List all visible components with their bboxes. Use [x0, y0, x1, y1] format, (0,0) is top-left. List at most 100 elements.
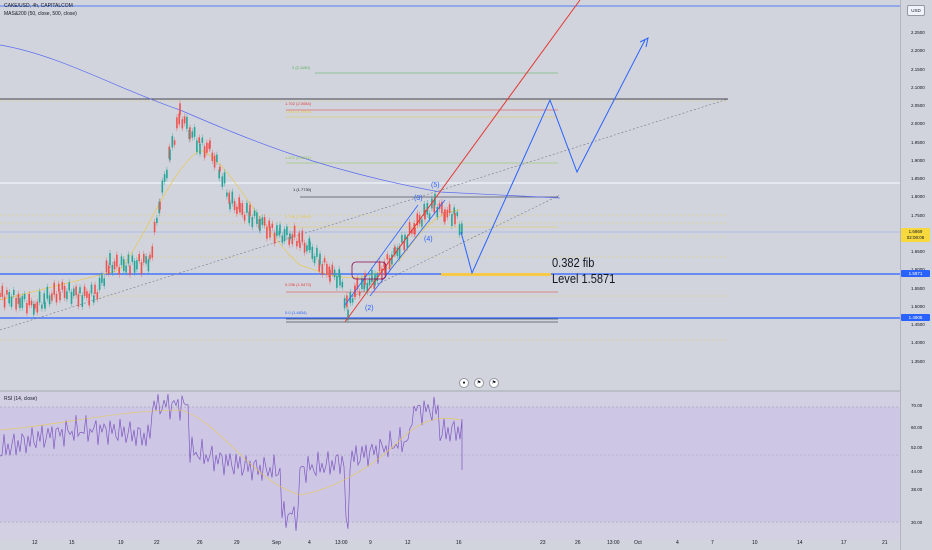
candle — [246, 202, 248, 213]
rsi-tick: 44.00 — [911, 469, 923, 474]
candle — [26, 303, 28, 314]
candle — [281, 235, 284, 243]
flag-icon[interactable]: ⚑ — [489, 378, 499, 388]
candle — [384, 265, 386, 276]
fib-dashed-levels — [0, 100, 728, 341]
candle — [283, 229, 286, 242]
candle — [368, 278, 371, 286]
rsi-tick: 60.00 — [911, 425, 923, 430]
rsi-tick: 30.00 — [911, 520, 923, 525]
wave-label-2: (2) — [365, 305, 374, 312]
candle — [111, 264, 114, 274]
candle — [461, 223, 463, 235]
candle — [226, 192, 228, 197]
candle — [381, 268, 383, 281]
candle — [59, 291, 61, 301]
candle — [279, 224, 281, 234]
rsi-tick: 52.00 — [911, 445, 923, 450]
candle — [179, 103, 181, 116]
candle — [13, 289, 15, 296]
candle — [81, 295, 84, 307]
candle — [90, 284, 93, 294]
candle — [173, 140, 176, 145]
price-tick: 1.4000 — [911, 340, 925, 346]
price-tick: 2.1500 — [911, 66, 925, 72]
red-trend-line — [344, 0, 581, 323]
price-tick: 2.0500 — [911, 103, 925, 108]
candle — [414, 227, 416, 235]
time-tick: 26 — [575, 540, 581, 546]
fib-annotation-text[interactable]: 0.382 fib Level 1.5871 — [552, 255, 615, 287]
fib-label: 0.236 (1.5473) — [285, 282, 312, 287]
candle — [456, 211, 459, 217]
current-price-value: 1.6869 — [908, 229, 923, 234]
trend-dotted-line — [0, 98, 729, 331]
candle — [329, 269, 331, 282]
candle — [404, 234, 406, 240]
candle — [15, 297, 17, 310]
candle — [339, 273, 341, 286]
symbol-legend[interactable]: CAKE/USD, 4h, CAPITALCOM — [4, 3, 73, 9]
candle — [66, 291, 68, 300]
candle — [338, 269, 340, 278]
candle — [347, 309, 349, 321]
price-tick: 2.0000 — [911, 121, 925, 127]
time-tick: 22 — [154, 540, 160, 546]
candle — [293, 225, 296, 238]
candle — [116, 254, 118, 267]
candle — [438, 203, 441, 209]
candle — [388, 257, 391, 270]
candle — [149, 254, 151, 260]
candle — [271, 223, 274, 228]
time-tick: 13:00 — [607, 540, 620, 546]
rsi-ma-line — [0, 409, 461, 496]
candle — [248, 211, 250, 224]
candle — [77, 294, 80, 307]
candle — [259, 218, 261, 231]
rsi-legend[interactable]: RSI (14, close) — [4, 396, 38, 402]
price-tick: 1.5500 — [911, 285, 925, 291]
fib-label: 1.272 (1.8911) — [285, 155, 311, 160]
price-chart[interactable] — [0, 0, 900, 550]
flag-icon[interactable]: ⚑ — [474, 378, 484, 388]
rsi-band — [0, 407, 900, 522]
time-tick: 19 — [118, 540, 124, 546]
time-tick: 16 — [456, 540, 462, 546]
candle — [105, 260, 108, 273]
time-tick: 12 — [32, 540, 38, 546]
candle — [211, 152, 214, 161]
candle — [98, 277, 101, 290]
candle — [351, 298, 354, 303]
ma-50-line — [0, 149, 461, 301]
fib-0382-zone — [441, 273, 551, 276]
candle — [269, 226, 271, 238]
candle — [129, 265, 131, 276]
candle — [181, 119, 184, 129]
candle — [428, 213, 431, 220]
ma-legend[interactable]: MAS&200 (50, close, 500, close) — [4, 11, 77, 17]
event-icon[interactable]: ● — [459, 378, 469, 388]
candle — [406, 236, 409, 248]
candle — [127, 254, 130, 264]
candle — [301, 230, 304, 243]
candle — [10, 296, 13, 307]
candle — [366, 282, 369, 293]
time-tick: 12 — [405, 540, 411, 546]
candle — [286, 226, 288, 236]
candle — [448, 204, 451, 213]
candle — [331, 264, 334, 274]
candle — [171, 136, 174, 148]
candle — [276, 225, 278, 236]
currency-button[interactable]: USD — [907, 5, 925, 16]
candle — [48, 295, 51, 305]
candle — [299, 242, 301, 248]
rsi-tick: 38.00 — [911, 487, 923, 492]
candle — [176, 117, 178, 129]
candle — [411, 229, 413, 234]
candle — [33, 303, 35, 315]
candle — [253, 210, 256, 217]
candle — [221, 176, 224, 188]
candle — [203, 146, 206, 158]
time-tick: Sep — [272, 540, 281, 546]
